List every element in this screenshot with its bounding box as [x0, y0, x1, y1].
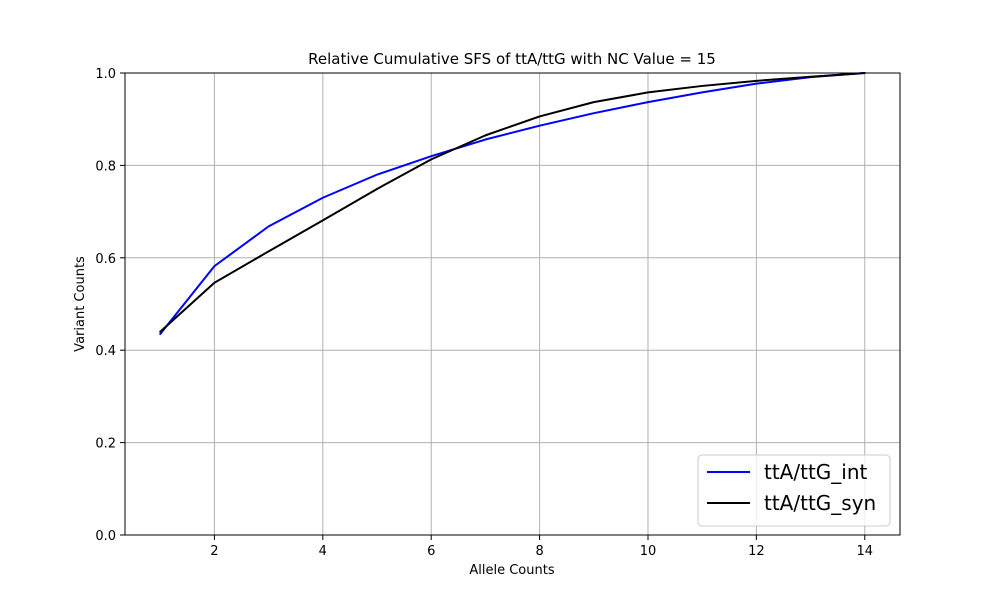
x-tick-label: 14 [856, 544, 873, 559]
series-line-ttA-ttG-syn [159, 72, 866, 333]
axis-ticks: 2 4 6 8 10 12 14 0.0 0.2 0.4 0.6 0.8 1.0 [95, 67, 873, 559]
legend-label-ttA-ttG-int: ttA/ttG_int [764, 460, 868, 484]
chart-title: Relative Cumulative SFS of ttA/ttG with … [308, 50, 716, 68]
y-tick-label: 1.0 [95, 67, 116, 82]
x-axis-label: Allele Counts [469, 563, 554, 578]
legend: ttA/ttG_int ttA/ttG_syn [697, 454, 891, 527]
plot-frame [124, 72, 901, 536]
series-lines [159, 72, 866, 336]
y-tick-label: 0.4 [95, 344, 116, 359]
x-tick-label: 2 [210, 544, 218, 559]
x-tick-label: 4 [319, 544, 327, 559]
y-axis-label: Variant Counts [73, 256, 88, 352]
legend-label-ttA-ttG-syn: ttA/ttG_syn [764, 491, 876, 515]
y-tick-label: 0.8 [95, 159, 116, 174]
y-tick-label: 0.6 [95, 252, 116, 267]
x-tick-label: 10 [640, 544, 657, 559]
series-line-ttA-ttG-int [159, 72, 866, 336]
y-tick-label: 0.2 [95, 437, 116, 452]
x-tick-label: 12 [748, 544, 765, 559]
y-tick-label: 0.0 [95, 529, 116, 544]
x-tick-label: 8 [535, 544, 543, 559]
x-tick-label: 6 [427, 544, 435, 559]
